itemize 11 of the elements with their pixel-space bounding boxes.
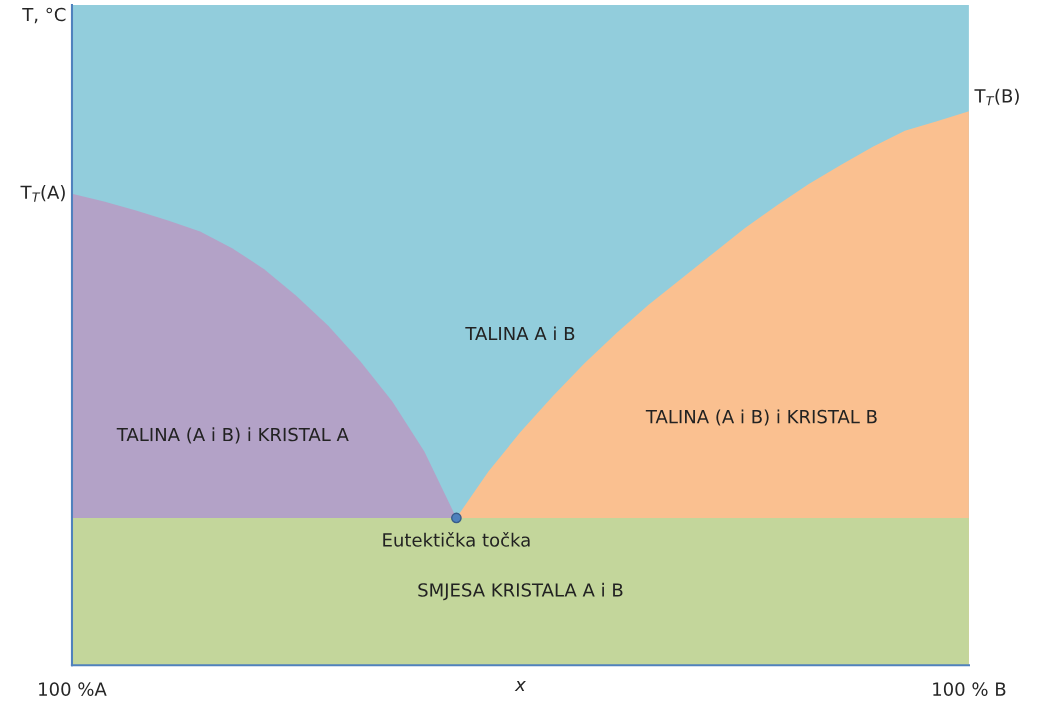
x-tick-label: 100 % B [933,682,1006,696]
series-label: TALINA (A i B) i KRISTAL A [116,427,349,444]
text: T, °C [22,7,66,24]
series-label: Eutektička točka [383,532,530,547]
x-tick-label: 100 %A [39,682,107,696]
series-label: TALINA (A i B) i KRISTAL B [645,409,877,426]
text: T$_{T}$(A) [20,185,65,202]
band-label: SMJESA KRISTALA A i B [418,582,623,601]
band-label: TALINA A i B [465,326,575,341]
x-axis-title: x [514,681,526,691]
text: T$_{T}$(B) [974,88,1019,106]
